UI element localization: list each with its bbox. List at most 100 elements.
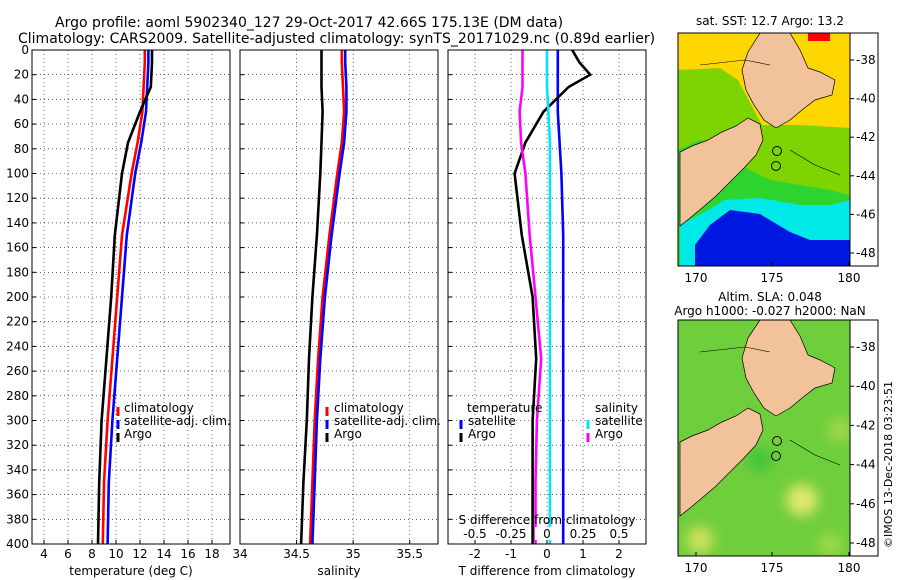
x-tick-label: 8 <box>88 547 96 561</box>
y-tick-label: 400 <box>6 537 29 551</box>
plot-frame <box>239 49 439 545</box>
salinity-legend: climatology satellite-adj. clim. Argo <box>325 401 441 442</box>
sla-map-title-line2: Argo h1000: -0.027 h2000: NaN <box>674 304 866 318</box>
x-tick-label: 4 <box>40 547 48 561</box>
y-tick-label: 40 <box>14 92 29 106</box>
salinity-panel: 34 34.5 35 35.5 <box>232 49 439 561</box>
series-line-climatology <box>101 50 147 544</box>
map-x-tick-label: 175 <box>761 271 784 285</box>
south-island-land <box>679 407 764 517</box>
y-tick-label: 80 <box>14 142 29 156</box>
south-island-land <box>679 117 764 227</box>
map-x-tick-label: 180 <box>838 271 861 285</box>
series-line-argo <box>299 50 324 544</box>
s-difference-axis-label: S difference from climatology <box>459 513 636 527</box>
sla-map <box>678 320 850 556</box>
legend-label: Argo <box>595 427 623 441</box>
x-tick-label: 34.5 <box>283 547 310 561</box>
s-tick-label: 0 <box>543 527 551 541</box>
north-island-land <box>741 33 836 129</box>
series-line-s-satellite <box>545 50 552 544</box>
y-tick-label: 180 <box>6 265 29 279</box>
y-tick-label: 100 <box>6 167 29 181</box>
plot-frame <box>447 49 647 545</box>
sla-map-title-line1: Altim. SLA: 0.048 <box>718 290 822 304</box>
map-y-tick-label: -40 <box>856 379 876 393</box>
legend-title-salinity: salinity <box>595 401 638 415</box>
x-tick-label: 34 <box>232 547 247 561</box>
sst-bathymetry-contour <box>699 59 841 176</box>
difference-legend: temperature satellite Argo salinity sate… <box>459 401 643 442</box>
y-tick-label: 320 <box>6 438 29 452</box>
sla-blob <box>786 484 818 516</box>
map-y-tick-label: -40 <box>856 92 876 106</box>
y-tick-label: 280 <box>6 389 29 403</box>
argo-position-marker <box>772 436 782 446</box>
x-tick-label: 1 <box>579 547 587 561</box>
map-axes: -38 -40 -42 -44 -46 -48 170 175 180 -38 -40 -42 -44 -… <box>685 53 876 575</box>
s-tick-label: 0.25 <box>570 527 597 541</box>
x-tick-label: 2 <box>615 547 623 561</box>
salinity-xlabel: salinity <box>317 564 360 578</box>
map-y-tick-label: -38 <box>856 340 876 354</box>
x-tick-label: -1 <box>505 547 517 561</box>
s-tick-label-bg <box>571 527 595 540</box>
difference-panel: -2 -1 0 1 2 -0.5 -0.25 0 0.25 0.5 <box>447 49 647 561</box>
x-tick-label: 0 <box>543 547 551 561</box>
temperature-legend: climatology satellite-adj. clim. Argo <box>116 401 231 442</box>
map-x-tick-label: 170 <box>685 561 708 575</box>
y-tick-label: 380 <box>6 512 29 526</box>
sla-blob <box>818 533 842 556</box>
x-tick-label: 35 <box>346 547 361 561</box>
y-tick-label: 260 <box>6 364 29 378</box>
y-tick-label: 140 <box>6 216 29 230</box>
sst-cold-region <box>695 210 850 266</box>
sst-hot-spot <box>808 33 830 41</box>
legend-label: Argo <box>334 427 362 441</box>
series-line-t-argo <box>513 50 593 544</box>
y-tick-label: 60 <box>14 117 29 131</box>
y-tick-label: 160 <box>6 241 29 255</box>
x-tick-label: 16 <box>180 547 195 561</box>
temperature-panel: 0 20 40 60 80 100 120 140 160 180 200 220 240 260 280 3… <box>6 43 231 561</box>
series-line-satellite-adj-clim- <box>106 50 150 544</box>
argo-position-marker <box>771 451 781 461</box>
x-tick-label: 35.5 <box>396 547 423 561</box>
series-group <box>96 50 154 544</box>
x-tick-label: 6 <box>64 547 72 561</box>
map-y-tick-label: -38 <box>856 53 876 67</box>
series-line-argo <box>96 50 154 544</box>
x-tick-label: -2 <box>469 547 481 561</box>
legend-label: satellite <box>468 414 516 428</box>
map-x-tick-label: 180 <box>838 561 861 575</box>
series-line-climatology <box>308 50 346 544</box>
map-y-tick-label: -46 <box>856 207 876 221</box>
map-y-tick-label: -46 <box>856 497 876 511</box>
plot-frame <box>31 49 231 545</box>
legend-label: Argo <box>468 427 496 441</box>
legend-label: satellite <box>595 414 643 428</box>
map-y-tick-label: -44 <box>856 458 876 472</box>
sst-map-title: sat. SST: 12.7 Argo: 13.2 <box>696 14 844 28</box>
difference-xlabel: T difference from climatology <box>458 564 636 578</box>
series-group <box>299 50 348 544</box>
map-y-tick-label: -42 <box>856 418 876 432</box>
series-group <box>513 50 593 544</box>
y-tick-label: 340 <box>6 463 29 477</box>
s-tick-label-bg <box>463 527 487 540</box>
legend-label: climatology <box>334 401 404 415</box>
x-tick-label: 14 <box>156 547 171 561</box>
figure-title-line1: Argo profile: aoml 5902340_127 29-Oct-20… <box>55 15 563 31</box>
y-tick-label: 360 <box>6 488 29 502</box>
imos-credit: ©IMOS 13-Dec-2018 03:23:51 <box>882 381 895 548</box>
legend-label: Argo <box>124 427 152 441</box>
legend-label: satellite-adj. clim. <box>334 414 441 428</box>
argo-position-marker <box>772 146 782 156</box>
map-y-tick-label: -44 <box>856 169 876 183</box>
series-line-satellite-adj-clim- <box>311 50 348 544</box>
figure-title-line2: Climatology: CARS2009. Satellite-adjuste… <box>18 31 655 47</box>
s-tick-label: -0.25 <box>495 527 526 541</box>
map-x-tick-label: 175 <box>761 561 784 575</box>
y-tick-label: 300 <box>6 414 29 428</box>
